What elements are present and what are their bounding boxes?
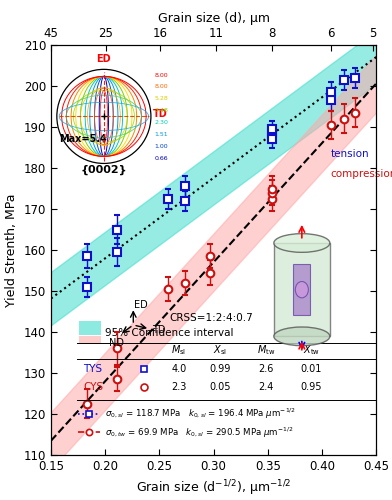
Text: CYS: CYS: [83, 382, 103, 392]
Text: 1.00: 1.00: [155, 144, 168, 150]
Bar: [274, 243, 330, 336]
Text: $X_{\rm sl}$: $X_{\rm sl}$: [213, 344, 227, 357]
Text: 95% Confidence interval: 95% Confidence interval: [105, 328, 234, 338]
X-axis label: Grain size (d), μm: Grain size (d), μm: [158, 12, 270, 24]
Text: 0.95: 0.95: [301, 382, 322, 392]
Text: $\sigma_{0,sl}$ = 118.7 MPa   $k_{0,sl}$ = 196.4 MPa $\mu$m$^{-1/2}$: $\sigma_{0,sl}$ = 118.7 MPa $k_{0,sl}$ =…: [105, 407, 296, 421]
Text: tension: tension: [331, 148, 369, 158]
Text: TD: TD: [152, 326, 165, 336]
Text: $M_{\rm tw}$: $M_{\rm tw}$: [256, 344, 275, 357]
Text: 2.30: 2.30: [155, 120, 169, 126]
Ellipse shape: [274, 327, 330, 345]
Text: 2.6: 2.6: [258, 364, 273, 374]
FancyBboxPatch shape: [79, 336, 101, 344]
Text: CRSS=1:2:4:0.7: CRSS=1:2:4:0.7: [170, 312, 253, 322]
Bar: [294, 264, 310, 316]
Text: ED: ED: [96, 54, 111, 64]
Text: 0.66: 0.66: [155, 156, 168, 162]
Text: 2.4: 2.4: [258, 382, 273, 392]
Text: 5.28: 5.28: [155, 96, 169, 102]
Text: $X_{\rm tw}$: $X_{\rm tw}$: [303, 344, 320, 357]
Text: 1.51: 1.51: [155, 132, 168, 138]
Text: 0.99: 0.99: [209, 364, 231, 374]
Text: 2.3: 2.3: [171, 382, 187, 392]
FancyBboxPatch shape: [79, 321, 101, 336]
Text: compression: compression: [331, 169, 392, 179]
Ellipse shape: [295, 282, 309, 298]
Text: 0.05: 0.05: [209, 382, 231, 392]
Text: ND: ND: [109, 338, 124, 347]
Y-axis label: Yield Strenth, MPa: Yield Strenth, MPa: [5, 193, 18, 307]
Ellipse shape: [274, 234, 330, 252]
Text: {0002}: {0002}: [81, 165, 127, 175]
Text: 8.00: 8.00: [155, 72, 168, 78]
Text: 8.00: 8.00: [155, 84, 168, 89]
Text: 3.48: 3.48: [155, 108, 169, 114]
Text: ED: ED: [134, 300, 148, 310]
Text: TD: TD: [153, 108, 168, 118]
Text: 4.0: 4.0: [171, 364, 187, 374]
Text: 0.01: 0.01: [301, 364, 322, 374]
Text: $M_{\rm sl}$: $M_{\rm sl}$: [171, 344, 187, 357]
Text: Max=5.4: Max=5.4: [59, 134, 107, 144]
X-axis label: Grain size (d$^{-1/2}$), μm$^{-1/2}$: Grain size (d$^{-1/2}$), μm$^{-1/2}$: [136, 478, 291, 498]
Text: TYS: TYS: [83, 364, 103, 374]
Text: $\sigma_{0,tw}$ = 69.9 MPa   $k_{0,sl}$ = 290.5 MPa $\mu$m$^{-1/2}$: $\sigma_{0,tw}$ = 69.9 MPa $k_{0,sl}$ = …: [105, 426, 294, 440]
